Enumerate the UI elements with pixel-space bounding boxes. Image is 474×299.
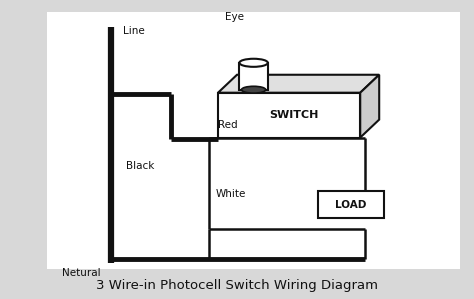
Polygon shape: [360, 75, 379, 138]
Text: 3 Wire-in Photocell Switch Wiring Diagram: 3 Wire-in Photocell Switch Wiring Diagra…: [96, 279, 378, 292]
Text: Line: Line: [123, 26, 145, 36]
Polygon shape: [218, 75, 379, 93]
Bar: [218, 93, 360, 138]
Text: SWITCH: SWITCH: [269, 110, 319, 120]
Text: White: White: [216, 189, 246, 199]
Ellipse shape: [241, 86, 265, 93]
Text: Black: Black: [126, 161, 154, 171]
Text: Red: Red: [218, 120, 237, 130]
Text: Eye: Eye: [225, 13, 244, 22]
Bar: [318, 191, 384, 218]
Ellipse shape: [239, 59, 268, 67]
Text: Netural: Netural: [62, 268, 100, 277]
Bar: [47, 12, 460, 269]
Text: LOAD: LOAD: [335, 200, 366, 210]
Bar: [239, 63, 268, 90]
